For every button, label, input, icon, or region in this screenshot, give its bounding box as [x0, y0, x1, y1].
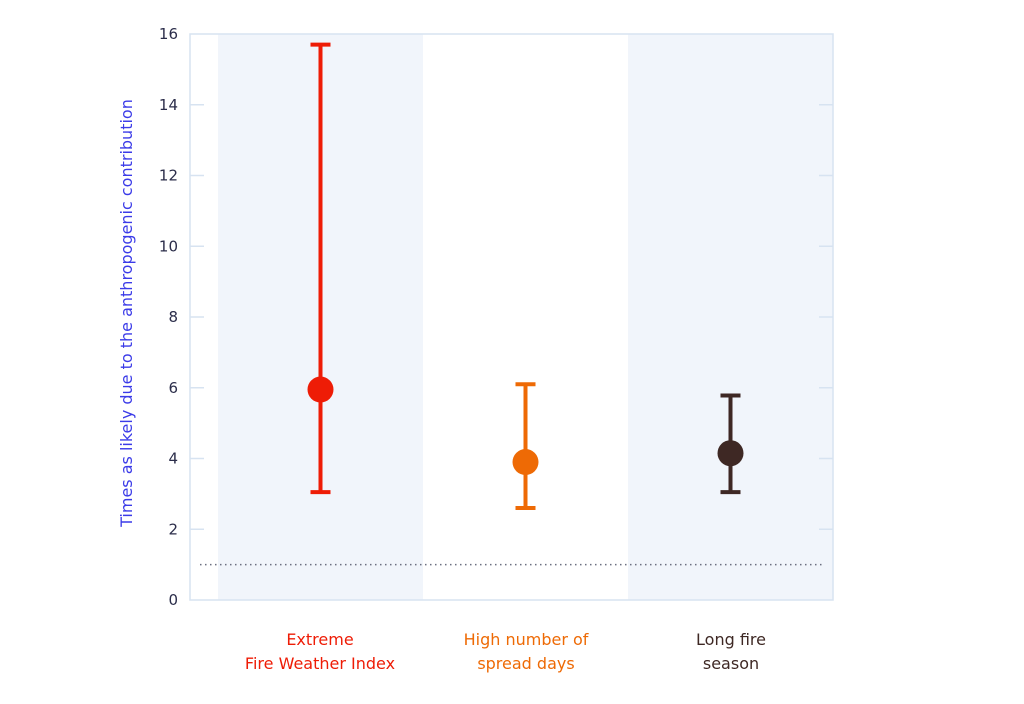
category-band	[628, 34, 833, 600]
error-bar-1	[307, 42, 334, 495]
axes: 0 2 4 6 8 10 12 14 16	[159, 25, 834, 609]
error-bars	[307, 42, 744, 511]
y-tick-label: 0	[168, 591, 178, 609]
y-tick-label: 6	[168, 379, 178, 397]
label-line: Long fire	[696, 630, 766, 649]
error-bar-2	[512, 382, 539, 511]
data-point	[717, 440, 744, 467]
category-label-extreme-fwi: Extreme Fire Weather Index	[210, 628, 430, 676]
label-line: Fire Weather Index	[244, 654, 396, 673]
label-line: season	[702, 654, 760, 673]
category-label-spread-days: High number of spread days	[416, 628, 636, 676]
background-bands	[218, 34, 833, 600]
label-line: spread days	[477, 654, 575, 673]
y-axis-title: Times as likely due to the anthropogenic…	[117, 99, 136, 528]
y-tick-label: 12	[159, 167, 178, 185]
label-line: High number of	[463, 630, 589, 649]
y-tick-label: 8	[168, 308, 178, 326]
y-tick-label: 2	[168, 520, 178, 538]
label-line: Extreme	[286, 630, 354, 649]
error-bar-3	[717, 393, 744, 495]
data-point	[307, 376, 334, 403]
data-point	[512, 449, 539, 476]
category-label-long-season: Long fire season	[621, 628, 841, 676]
y-tick-label: 14	[159, 96, 178, 114]
y-tick-label: 16	[159, 25, 178, 43]
y-tick-label: 4	[168, 450, 178, 468]
y-tick-label: 10	[159, 237, 178, 255]
